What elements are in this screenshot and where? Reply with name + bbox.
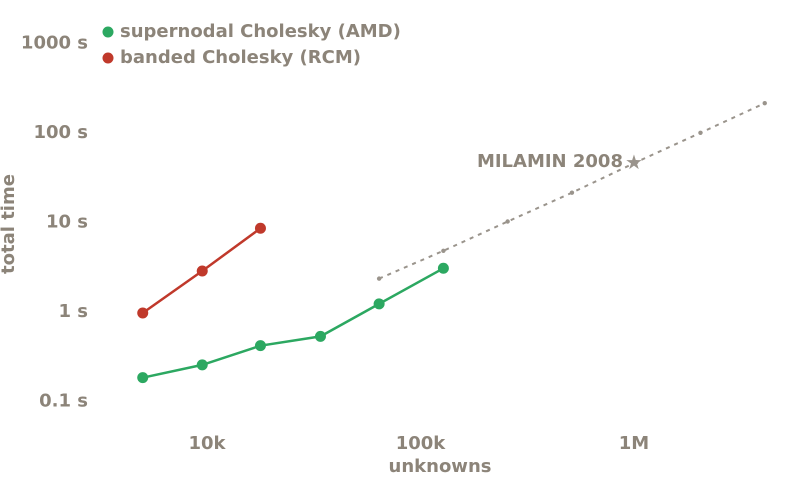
y-tick-label: 1000 s [21,33,88,54]
y-tick-label: 0.1 s [39,391,88,412]
annotations: ★MILAMIN 2008 [477,150,643,174]
x-axis-label: unknowns [389,456,492,477]
y-tick-label: 10 s [46,212,88,233]
reference-trend-point [505,219,510,224]
banded-cholesky-rcm-point [196,265,208,277]
legend: supernodal Cholesky (AMD) banded Cholesky… [102,21,401,68]
reference-trend-point [376,276,382,281]
reference-trend-point [633,159,639,165]
legend-marker-supernodal-cholesky-amd [102,26,114,38]
supernodal-cholesky-amd-point [373,298,385,310]
y-tick-labels: 0.1 s 1 s 10 s 100 s 1000 s [21,33,88,412]
legend-marker-banded-cholesky-rcm [102,52,114,64]
reference-trend-point [762,100,767,106]
star-icon: ★ [625,150,643,174]
supernodal-cholesky-amd-point [314,330,326,342]
supernodal-cholesky-amd-line [142,267,445,379]
reference-trend-point [698,130,703,135]
x-tick-label: 1M [619,433,649,454]
y-tick-label: 100 s [33,122,88,143]
x-tick-labels: 10k 100k 1M [188,433,649,454]
legend-label-banded-cholesky-rcm: banded Cholesky (RCM) [120,47,361,68]
supernodal-cholesky-amd-point [137,372,149,384]
legend-label-supernodal-cholesky-amd: supernodal Cholesky (AMD) [120,21,401,42]
reference-trend-point [569,190,575,195]
series-points [137,100,767,384]
x-tick-label: 100k [396,433,447,454]
x-tick-label: 10k [188,433,226,454]
supernodal-cholesky-amd-point [196,359,208,371]
y-axis-label: total time [0,174,19,274]
annotation-label: MILAMIN 2008 [477,151,623,172]
y-tick-label: 1 s [58,301,88,322]
banded-cholesky-rcm-point [137,307,149,319]
reference-trend-point [441,248,446,254]
supernodal-cholesky-amd-point [254,340,266,352]
series-lines [141,102,766,379]
supernodal-cholesky-amd-point [437,262,449,274]
banded-cholesky-rcm-point [254,222,266,234]
